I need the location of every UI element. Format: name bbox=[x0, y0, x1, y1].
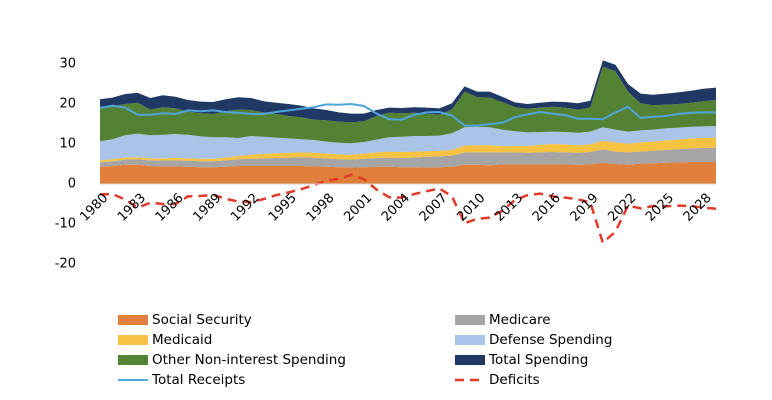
x-tick-label: 1992 bbox=[228, 191, 262, 225]
x-tick-label: 2013 bbox=[492, 191, 526, 225]
x-tick-label: 2001 bbox=[341, 191, 375, 225]
y-tick-label: 0 bbox=[68, 177, 76, 192]
area bbox=[100, 126, 716, 161]
legend-swatch bbox=[455, 315, 485, 325]
y-tick-label: 20 bbox=[59, 97, 76, 112]
legend-swatch bbox=[118, 315, 148, 325]
y-tick-label: 30 bbox=[59, 57, 76, 72]
legend-label: Deficits bbox=[489, 372, 540, 388]
legend-label: Social Security bbox=[152, 312, 252, 328]
area bbox=[100, 147, 716, 168]
area bbox=[100, 137, 716, 163]
area bbox=[100, 66, 716, 144]
line bbox=[99, 173, 717, 246]
y-tick-label: 10 bbox=[59, 137, 76, 152]
y-tick-label: -20 bbox=[55, 257, 76, 272]
area bbox=[100, 162, 716, 184]
x-tick-label: 1995 bbox=[266, 191, 300, 225]
x-tick-label: 2004 bbox=[379, 191, 413, 225]
x-tick-label: 2016 bbox=[530, 191, 564, 225]
x-tick-label: 1980 bbox=[77, 191, 111, 225]
x-tick-label: 1986 bbox=[153, 191, 187, 225]
legend-swatch bbox=[118, 335, 148, 345]
legend-label: Other Non-interest Spending bbox=[152, 352, 346, 368]
y-tick-label: -10 bbox=[55, 217, 76, 232]
legend-label: Medicare bbox=[489, 312, 551, 328]
line bbox=[99, 102, 716, 127]
legend-label: Total Receipts bbox=[151, 372, 245, 388]
legend-swatch bbox=[118, 355, 148, 365]
x-tick-label: 1983 bbox=[115, 191, 149, 225]
x-tick-label: 2025 bbox=[643, 191, 677, 225]
area bbox=[100, 60, 716, 123]
x-tick-label: 1998 bbox=[304, 191, 338, 225]
x-tick-label: 2007 bbox=[417, 191, 451, 225]
legend-label: Total Spending bbox=[488, 352, 588, 368]
legend-swatch bbox=[455, 355, 485, 365]
legend-label: Medicaid bbox=[152, 332, 212, 348]
legend-label: Defense Spending bbox=[489, 332, 612, 348]
legend-swatch bbox=[455, 335, 485, 345]
